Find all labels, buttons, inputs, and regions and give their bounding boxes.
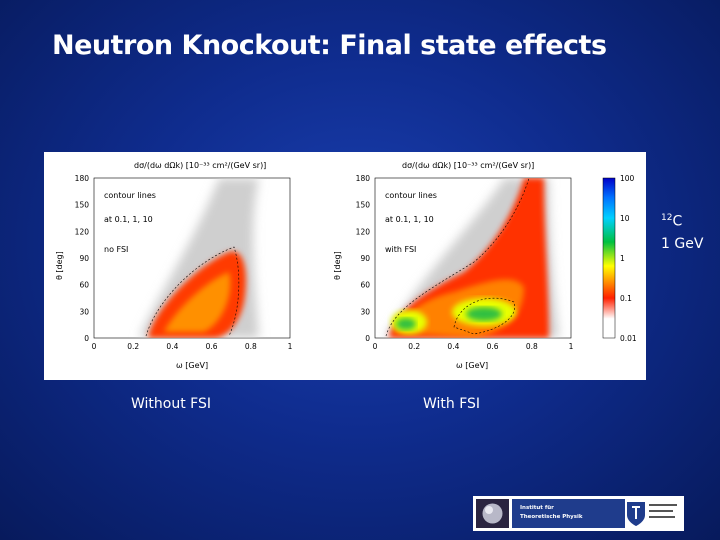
institute-line-2: Theoretische Physik: [520, 514, 583, 520]
y-tick-label: 30: [360, 307, 370, 316]
contour-line-with-fsi: [385, 178, 530, 337]
ylabel-no-fsi: θ [deg]: [55, 251, 64, 280]
energy-label: 1 GeV: [661, 236, 704, 252]
colorbar: 100 10 1 0.1 0.01: [602, 174, 637, 343]
colorbar-gradient: [602, 177, 616, 339]
x-tick-label: 0: [92, 342, 97, 351]
y-tick-label: 90: [79, 254, 89, 263]
panel-with-fsi: dσ/(dω dΩk) [10⁻³³ cm²/(GeV sr)] contour…: [333, 161, 574, 370]
colorbar-tick-label: 1: [620, 254, 625, 263]
xlabel-no-fsi: ω [GeV]: [176, 361, 208, 370]
legend-line-1-with-fsi: contour lines: [385, 191, 437, 200]
isotope-mass: 12: [661, 213, 673, 223]
panel-heading-with-fsi: dσ/(dω dΩk) [10⁻³³ cm²/(GeV sr)]: [402, 161, 534, 170]
legend-line-2-no-fsi: at 0.1, 1, 10: [104, 215, 153, 224]
y-tick-label: 150: [75, 201, 90, 210]
y-tick-label: 0: [365, 334, 370, 343]
x-tick-label: 0.8: [526, 342, 538, 351]
x-tick-label: 0.2: [127, 342, 139, 351]
x-tick-label: 0.4: [166, 342, 178, 351]
fsi-heatmap-chart: dσ/(dω dΩk) [10⁻³³ cm²/(GeV sr)] contour…: [55, 161, 637, 370]
isotope-symbol: C: [672, 213, 683, 230]
colorbar-tick-label: 0.1: [620, 294, 632, 303]
university-seal-icon: [625, 499, 681, 528]
ylabel-with-fsi: θ [deg]: [333, 251, 342, 280]
x-tick-label: 0: [373, 342, 378, 351]
y-tick-label: 0: [84, 334, 89, 343]
y-tick-label: 180: [75, 174, 90, 183]
y-tick-label: 150: [356, 201, 371, 210]
panel-heading-no-fsi: dσ/(dω dΩk) [10⁻³³ cm²/(GeV sr)]: [134, 161, 266, 170]
x-tick-label: 0.2: [408, 342, 420, 351]
heat-green-peak-a: [396, 318, 416, 330]
y-tick-label: 120: [75, 227, 90, 236]
y-tick-label: 120: [356, 227, 371, 236]
y-tick-label: 30: [79, 307, 89, 316]
sphere-icon: [476, 499, 509, 528]
heat-orange-no-fsi: [164, 272, 231, 332]
x-tick-label: 0.8: [245, 342, 257, 351]
colorbar-tick-label: 100: [620, 174, 635, 183]
slide-title: Neutron Knockout: Final state effects: [52, 30, 607, 61]
colorbar-tick-label: 10: [620, 214, 630, 223]
x-tick-label: 1: [288, 342, 293, 351]
x-tick-label: 0.4: [447, 342, 459, 351]
legend-line-1-no-fsi: contour lines: [104, 191, 156, 200]
caption-with-fsi: With FSI: [423, 396, 481, 412]
contour-line-inner-with-fsi: [453, 297, 516, 335]
y-tick-label: 180: [356, 174, 371, 183]
y-tick-label: 60: [79, 281, 89, 290]
legend-line-2-with-fsi: at 0.1, 1, 10: [385, 215, 434, 224]
isotope-label: 12C: [661, 213, 682, 230]
x-tick-label: 1: [569, 342, 574, 351]
institute-logo: Institut für Theoretische Physik: [473, 496, 684, 531]
x-tick-label: 0.6: [206, 342, 218, 351]
xlabel-with-fsi: ω [GeV]: [456, 361, 488, 370]
contour-line-no-fsi: [145, 246, 240, 337]
caption-without-fsi: Without FSI: [131, 396, 211, 412]
panel-no-fsi: dσ/(dω dΩk) [10⁻³³ cm²/(GeV sr)] contour…: [55, 161, 293, 370]
institute-line-1: Institut für: [520, 505, 554, 511]
x-tick-label: 0.6: [487, 342, 499, 351]
legend-line-3-no-fsi: no FSI: [104, 245, 128, 254]
institute-name-block: [512, 499, 637, 528]
heat-green-peak-b: [466, 307, 502, 321]
y-tick-label: 90: [360, 254, 370, 263]
legend-line-3-with-fsi: with FSI: [385, 245, 416, 254]
y-tick-label: 60: [360, 281, 370, 290]
fsi-figure: dσ/(dω dΩk) [10⁻³³ cm²/(GeV sr)] contour…: [44, 152, 646, 380]
colorbar-tick-label: 0.01: [620, 334, 637, 343]
